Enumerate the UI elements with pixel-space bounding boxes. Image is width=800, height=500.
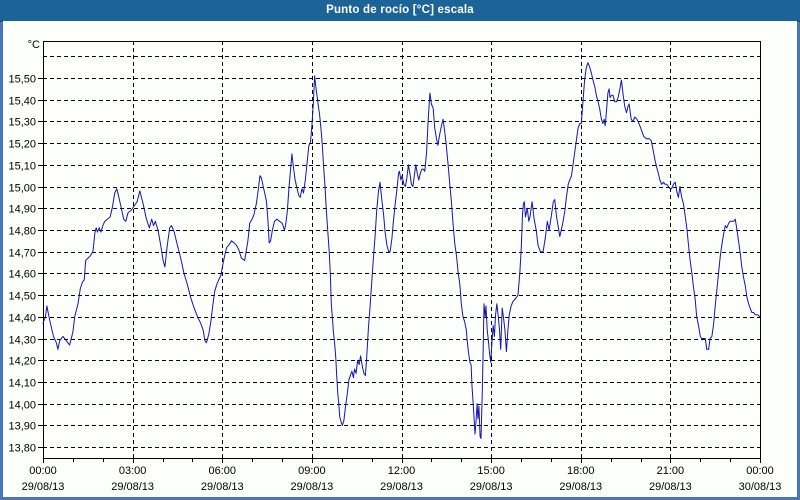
- y-tick-label: 14,50: [8, 291, 36, 303]
- x-tick-date-label: 29/08/13: [559, 481, 602, 493]
- x-tick-time-label: 21:00: [657, 465, 685, 477]
- x-tick-time-label: 03:00: [119, 465, 147, 477]
- y-tick-label: 15,20: [8, 139, 36, 151]
- y-tick-label: 14,00: [8, 400, 36, 412]
- x-tick-date-label: 29/08/13: [22, 481, 65, 493]
- y-tick-label: 14,40: [8, 313, 36, 325]
- dewpoint-line: [42, 62, 761, 439]
- x-tick-date-label: 29/08/13: [111, 481, 154, 493]
- x-tick-time-label: 09:00: [298, 465, 326, 477]
- y-tick-label: 15,40: [8, 96, 36, 108]
- y-tick-label: 13,90: [8, 421, 36, 433]
- y-tick-label: 15,30: [8, 117, 36, 129]
- y-tick-label: 15,00: [8, 183, 36, 195]
- x-tick-date-label: 29/08/13: [290, 481, 333, 493]
- y-tick-label: 14,80: [8, 226, 36, 238]
- chart-canvas: 13,80 13,90 14,00 14,10 14,20 14,30 14,40 14,50…: [3, 21, 797, 497]
- x-tick-date-label: 30/08/13: [739, 481, 782, 493]
- x-tick-date-label: 29/08/13: [380, 481, 423, 493]
- x-tick-time-label: 06:00: [208, 465, 236, 477]
- x-tick-time-label: 00:00: [746, 465, 774, 477]
- chart-title-bar: Punto de rocío [°C] escala: [0, 0, 800, 22]
- plot-border: [43, 41, 761, 459]
- x-tick-time-label: 18:00: [567, 465, 595, 477]
- y-tick-label: 14,10: [8, 378, 36, 390]
- y-tick-label: 14,70: [8, 248, 36, 260]
- y-tick-label: 14,90: [8, 204, 36, 216]
- chart-title: Punto de rocío [°C] escala: [326, 4, 474, 16]
- x-tick-time-label: 15:00: [477, 465, 505, 477]
- y-tick-label: 13,80: [8, 443, 36, 455]
- x-tick-date-label: 29/08/13: [201, 481, 244, 493]
- x-tick-time-label: 00:00: [29, 465, 57, 477]
- y-tick-label: 15,10: [8, 161, 36, 173]
- y-tick-label: 14,30: [8, 335, 36, 347]
- y-tick-label: 15,50: [8, 74, 36, 86]
- y-tick-label: 14,60: [8, 269, 36, 281]
- y-axis-unit-label: °C: [28, 39, 40, 51]
- x-tick-time-label: 12:00: [388, 465, 416, 477]
- x-tick-date-label: 29/08/13: [649, 481, 692, 493]
- y-tick-label: 14,20: [8, 356, 36, 368]
- x-tick-date-label: 29/08/13: [470, 481, 513, 493]
